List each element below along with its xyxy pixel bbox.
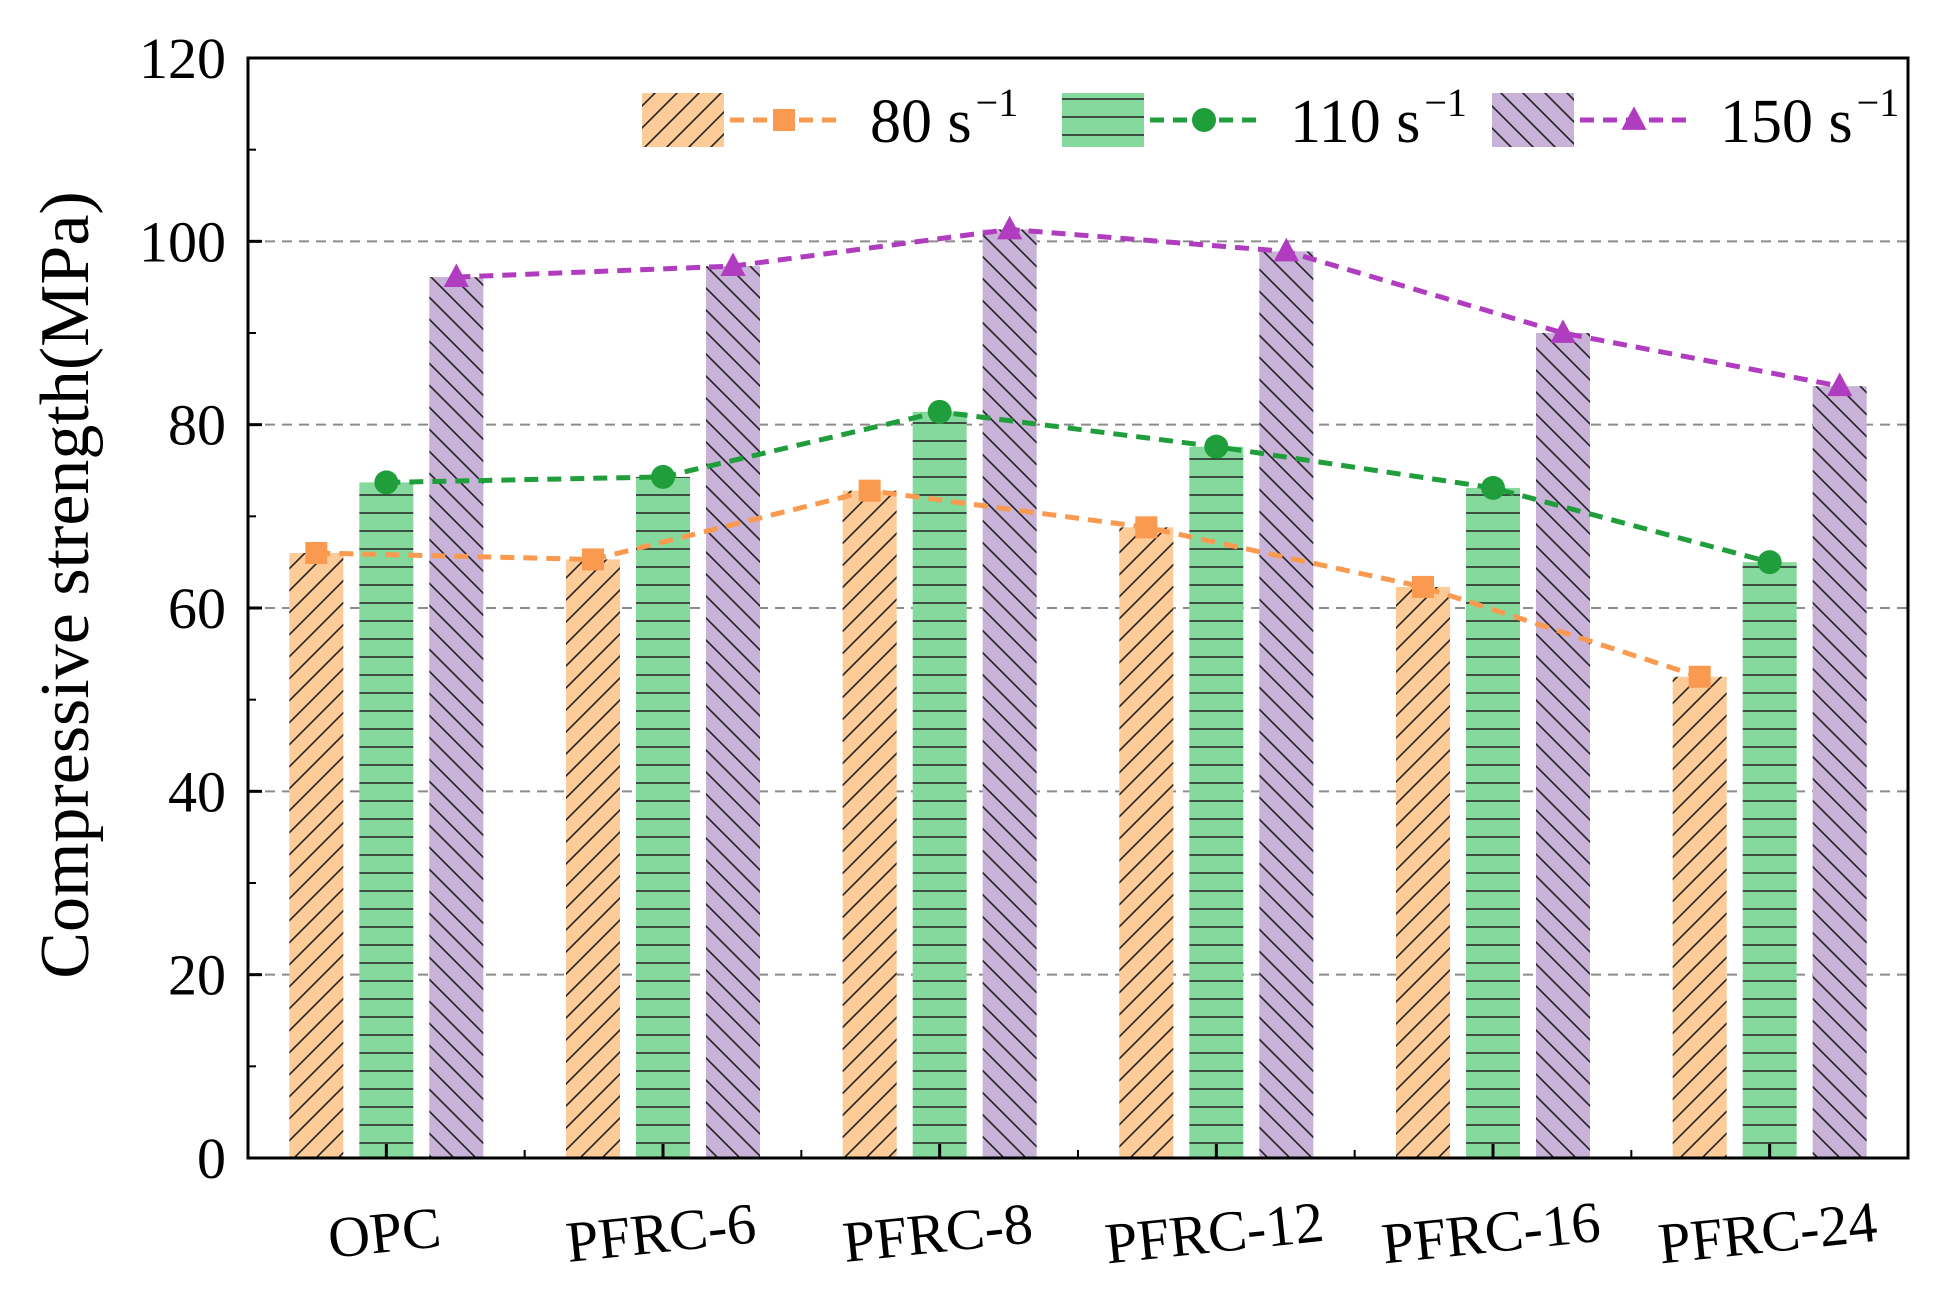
- marker-pfrc-12-series-3: [1273, 237, 1299, 262]
- marker-pfrc-6-series-1: [582, 548, 604, 571]
- series-lines: [316, 226, 1841, 680]
- marker-pfrc-24-series-1: [1688, 665, 1711, 688]
- marker-pfrc-24-series-2: [1757, 550, 1782, 575]
- y-axis-title: Compressive strength(MPa): [27, 191, 104, 978]
- legend-marker: [1192, 108, 1216, 132]
- gridlines: [248, 240, 1908, 976]
- bar-pfrc-12-series-1: [1119, 527, 1174, 1158]
- marker-opc-series-3: [443, 263, 469, 287]
- marker-pfrc-12-series-2: [1204, 434, 1229, 459]
- bar-pfrc-24-series-3: [1812, 386, 1867, 1159]
- bar-opc-series-3: [429, 277, 484, 1158]
- x-tick-label: PFRC-8: [840, 1190, 1036, 1275]
- x-tick-label: PFRC-6: [563, 1190, 759, 1275]
- line-series-1: [316, 488, 1701, 680]
- legend-marker: [773, 109, 795, 131]
- marker-pfrc-16-series-3: [1550, 319, 1576, 343]
- marker-pfrc-6-series-2: [651, 464, 675, 489]
- bar-pfrc-8-series-3: [982, 229, 1037, 1158]
- line-series-2: [386, 409, 1771, 565]
- y-tick-label: 80: [168, 393, 226, 458]
- bar-pfrc-8-series-2: [912, 411, 967, 1158]
- bar-pfrc-6-series-1: [566, 559, 620, 1158]
- marker-pfrc-8-series-1: [858, 479, 881, 502]
- legend-label: 150 s −1: [1720, 80, 1899, 156]
- marker-pfrc-8-series-2: [927, 399, 952, 424]
- legend-marker: [1621, 106, 1647, 130]
- line-series-3: [456, 226, 1841, 389]
- y-tick-label: 100: [139, 209, 226, 274]
- marker-pfrc-6-series-3: [720, 252, 746, 276]
- y-tick-label: 20: [168, 943, 226, 1008]
- x-tick-label: OPC: [325, 1194, 444, 1270]
- bar-pfrc-24-series-1: [1672, 676, 1727, 1158]
- marker-pfrc-12-series-1: [1135, 516, 1158, 539]
- bars: [289, 229, 1867, 1159]
- bar-pfrc-6-series-2: [636, 476, 690, 1159]
- legend-item-2: 110 s −1: [1062, 80, 1467, 156]
- x-tick-label: PFRC-16: [1379, 1189, 1604, 1277]
- bar-pfrc-8-series-1: [842, 490, 897, 1159]
- bar-pfrc-12-series-2: [1189, 446, 1244, 1159]
- bar-opc-series-2: [359, 482, 414, 1159]
- y-tick-label: 40: [168, 759, 226, 824]
- x-tick-label: PFRC-12: [1102, 1189, 1327, 1277]
- legend-label: 80 s −1: [870, 80, 1018, 156]
- marker-opc-series-2: [374, 470, 399, 495]
- legend: 80 s −1 110 s −1 150 s −1: [642, 80, 1899, 156]
- legend-swatch: [642, 93, 724, 147]
- marker-opc-series-1: [305, 542, 328, 564]
- marker-pfrc-16-series-1: [1412, 575, 1434, 598]
- bar-pfrc-16-series-1: [1396, 586, 1450, 1158]
- bar-pfrc-12-series-3: [1259, 251, 1314, 1158]
- marker-pfrc-8-series-3: [997, 215, 1023, 240]
- marker-pfrc-16-series-2: [1481, 475, 1505, 500]
- legend-label: 110 s −1: [1290, 80, 1467, 156]
- y-tick-label: 0: [197, 1126, 226, 1191]
- bar-pfrc-16-series-2: [1466, 487, 1520, 1159]
- legend-item-3: 150 s −1: [1492, 80, 1899, 156]
- bar-pfrc-24-series-2: [1742, 562, 1797, 1158]
- series-markers: [305, 215, 1853, 688]
- legend-swatch: [1492, 93, 1574, 147]
- legend-item-1: 80 s −1: [642, 80, 1018, 156]
- y-tick-label: 60: [168, 576, 226, 641]
- bar-pfrc-6-series-3: [706, 266, 760, 1158]
- bar-pfrc-16-series-3: [1536, 333, 1590, 1158]
- bar-opc-series-1: [289, 553, 344, 1158]
- legend-swatch: [1062, 93, 1144, 147]
- marker-pfrc-24-series-3: [1827, 372, 1853, 397]
- x-tick-label: PFRC-24: [1655, 1189, 1880, 1277]
- y-tick-label: 120: [139, 26, 226, 91]
